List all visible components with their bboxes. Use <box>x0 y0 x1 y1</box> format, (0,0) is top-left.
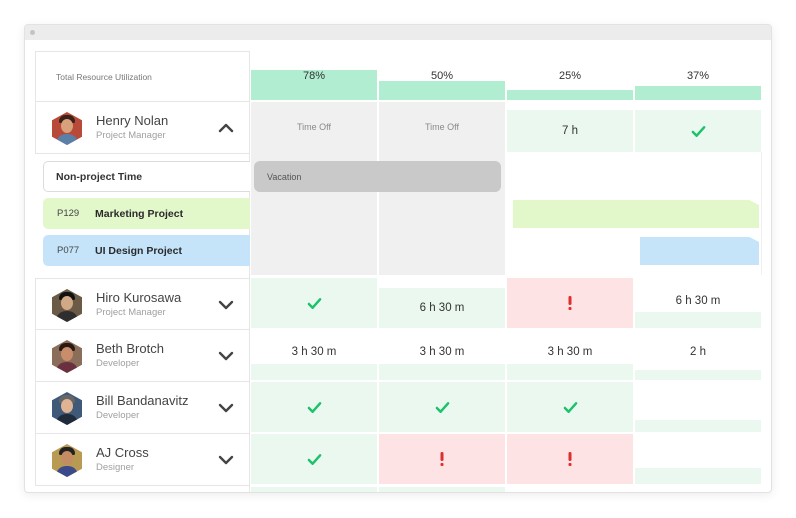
schedule-cell[interactable] <box>379 382 505 432</box>
avatar <box>52 112 82 145</box>
column-divider <box>761 152 762 275</box>
check-icon <box>307 453 321 465</box>
capacity-strip <box>635 370 761 380</box>
capacity-strip <box>379 487 505 492</box>
utilization-label: 37% <box>686 70 710 82</box>
exclamation-icon <box>440 452 444 466</box>
person-row-aj-cross[interactable]: AJ Cross Designer <box>35 434 250 486</box>
chevron-down-icon[interactable] <box>218 297 234 313</box>
avatar <box>52 444 82 477</box>
utilization-label: 50% <box>430 70 454 82</box>
check-icon <box>691 125 705 137</box>
person-role: Developer <box>96 358 140 369</box>
person-role: Project Manager <box>96 307 166 318</box>
person-name: Beth Brotch <box>96 341 164 356</box>
chevron-down-icon[interactable] <box>218 400 234 416</box>
avatar <box>52 392 82 425</box>
utilization-bar <box>251 70 377 100</box>
exclamation-icon <box>568 452 572 466</box>
person-role: Designer <box>96 462 135 473</box>
project-name: UI Design Project <box>95 244 182 257</box>
check-icon <box>307 297 321 309</box>
person-row-bill-bandanavitz[interactable]: Bill Bandanavitz Developer <box>35 382 250 434</box>
capacity-strip <box>507 364 633 380</box>
resource-grid: Total Resource Utilization Henry Nolan P… <box>35 51 763 492</box>
person-name: Henry Nolan <box>96 113 169 128</box>
schedule-cell[interactable]: 7 h <box>507 110 633 152</box>
capacity-strip <box>635 420 761 432</box>
schedule-cell[interactable] <box>507 434 633 484</box>
check-icon <box>563 401 577 413</box>
person-row-beth-brotch[interactable]: Beth Brotch Developer <box>35 330 250 382</box>
utilization-bar <box>635 86 761 100</box>
schedule-cell[interactable] <box>251 382 377 432</box>
schedule-cell[interactable]: 2 h <box>635 340 761 364</box>
utilization-bar <box>507 90 633 100</box>
schedule-cell[interactable]: 6 h 30 m <box>379 288 505 328</box>
person-name: Hiro Kurosawa <box>96 290 182 305</box>
ui-design-project-bar[interactable] <box>640 237 759 265</box>
chevron-up-icon[interactable] <box>218 120 234 136</box>
schedule-cell[interactable] <box>251 434 377 484</box>
check-icon <box>435 401 449 413</box>
title-bar <box>25 25 771 40</box>
utilization-label: 78% <box>302 70 326 82</box>
schedule-cell[interactable] <box>507 278 633 328</box>
capacity-strip <box>635 312 761 328</box>
chevron-down-icon[interactable] <box>218 348 234 364</box>
schedule-cell[interactable]: 3 h 30 m <box>507 340 633 364</box>
avatar <box>52 289 82 322</box>
vacation-bar[interactable]: Vacation <box>254 161 501 192</box>
exclamation-icon <box>568 296 572 310</box>
capacity-strip <box>251 487 377 492</box>
capacity-strip <box>379 364 505 380</box>
project-row-ui-design[interactable]: P077 UI Design Project <box>43 235 250 266</box>
project-row-marketing[interactable]: P129 Marketing Project <box>43 198 250 229</box>
schedule-cell[interactable]: Time Off <box>379 102 505 152</box>
person-name: AJ Cross <box>96 445 149 460</box>
utilization-bar <box>379 81 505 100</box>
schedule-grid: 78% 50% 25% 37% Time Off Time Off 7 h Vacat… <box>251 51 763 492</box>
schedule-cell[interactable] <box>379 434 505 484</box>
people-column: Total Resource Utilization Henry Nolan P… <box>35 51 250 492</box>
person-role: Developer <box>96 410 140 421</box>
project-code: P077 <box>57 245 80 256</box>
chevron-down-icon[interactable] <box>218 452 234 468</box>
person-row-hiro-kurosawa[interactable]: Hiro Kurosawa Project Manager <box>35 278 250 330</box>
schedule-cell[interactable] <box>251 278 377 328</box>
project-name: Marketing Project <box>95 207 184 220</box>
check-icon <box>307 401 321 413</box>
schedule-cell[interactable] <box>507 382 633 432</box>
schedule-cell[interactable]: 3 h 30 m <box>251 340 377 364</box>
non-project-label: Non-project Time <box>56 170 143 183</box>
capacity-strip <box>251 364 377 380</box>
app-window: Total Resource Utilization Henry Nolan P… <box>24 24 772 493</box>
avatar <box>52 340 82 373</box>
utilization-header: Total Resource Utilization <box>35 51 250 102</box>
project-code: P129 <box>57 208 80 219</box>
person-row-henry-nolan[interactable]: Henry Nolan Project Manager <box>35 102 250 154</box>
schedule-cell[interactable]: 6 h 30 m <box>635 288 761 314</box>
utilization-label: 25% <box>558 70 582 82</box>
utilization-title: Total Resource Utilization <box>56 71 152 82</box>
schedule-cell[interactable] <box>635 110 761 152</box>
schedule-cell[interactable]: Time Off <box>251 102 377 152</box>
schedule-cell[interactable]: 3 h 30 m <box>379 340 505 364</box>
person-name: Bill Bandanavitz <box>96 393 189 408</box>
marketing-project-bar[interactable] <box>513 200 759 228</box>
non-project-time-row[interactable]: Non-project Time <box>43 161 250 192</box>
person-role: Project Manager <box>96 130 166 141</box>
window-dot-icon <box>30 30 35 35</box>
capacity-strip <box>635 468 761 484</box>
